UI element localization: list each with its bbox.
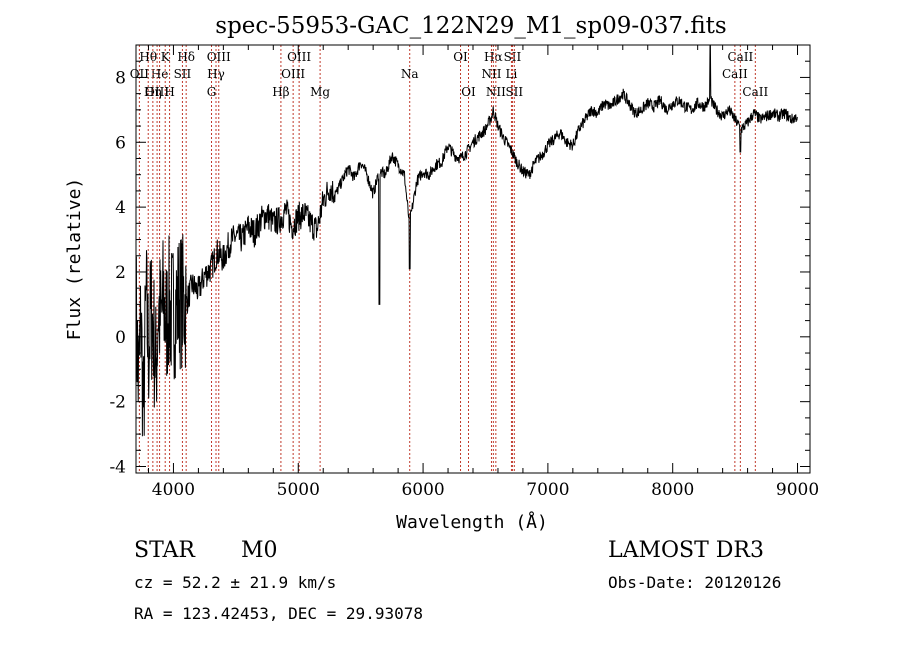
y-tick-label: 2 — [115, 263, 126, 283]
spectral-line-label: OIII — [281, 67, 305, 81]
spectral-line-label: SII — [504, 50, 522, 64]
x-tick-label: 9000 — [776, 480, 819, 500]
coordinates: RA = 123.42453, DEC = 29.93078 — [134, 604, 423, 623]
y-tick-label: 8 — [115, 68, 126, 88]
y-axis-label: Flux (relative) — [64, 178, 85, 341]
y-tick-label: 4 — [115, 198, 126, 218]
x-tick-label: 4000 — [152, 480, 195, 500]
spectral-line-label: Hα — [484, 50, 503, 64]
plot-frame — [135, 44, 811, 474]
spectral-line-label: Li — [506, 67, 518, 81]
spectral-line-label: OIII — [145, 85, 169, 99]
spectral-line-label: K — [161, 50, 171, 64]
chart-title: spec-55953-GAC_122N29_M1_sp09-037.fits — [215, 13, 726, 39]
spectral-line-label: NII — [481, 67, 501, 81]
spectral-line-label: G — [207, 85, 217, 99]
spectral-line-label: Hβ — [272, 85, 289, 99]
spectral-line-label: Hδ — [177, 50, 195, 64]
spectral-line-label: Mg — [310, 85, 330, 99]
spectral-line-label: Na — [401, 67, 419, 81]
x-tick-label: 8000 — [651, 480, 694, 500]
spectral-line-label: CaII — [722, 67, 748, 81]
x-tick-label: 7000 — [526, 480, 569, 500]
spectral-line-label: SII — [174, 67, 192, 81]
spectral-line-label: NII — [486, 85, 506, 99]
spectral-line-label: OIII — [287, 50, 311, 64]
x-axis-label: Wavelength (Å) — [396, 511, 548, 533]
x-tick-label: 6000 — [401, 480, 444, 500]
x-tick-label: 5000 — [277, 480, 320, 500]
spectral-line-label: Hθ — [139, 50, 157, 64]
y-tick-label: 0 — [115, 328, 126, 348]
spectral-line-label: OII — [130, 67, 150, 81]
object-class: STAR — [134, 538, 195, 563]
spectral-line-label: OIII — [207, 50, 231, 64]
spectrum-series-line — [135, 44, 798, 437]
spectral-line-label: CaII — [742, 85, 768, 99]
spectral-line-label: CaII — [727, 50, 753, 64]
y-tick-label: -2 — [109, 393, 126, 413]
spectral-line-label: H — [164, 85, 174, 99]
spectral-line-label: He — [151, 67, 169, 81]
spectral-line-label: Hγ — [207, 67, 225, 81]
spectral-line-label: Hη — [144, 85, 162, 99]
survey-name: LAMOST DR3 — [608, 538, 764, 563]
y-tick-label: 6 — [115, 133, 126, 153]
object-subclass: M0 — [241, 538, 278, 563]
spectral-line-label: OI — [461, 85, 476, 99]
spectral-line-label: SII — [505, 85, 523, 99]
y-tick-label: -4 — [109, 458, 126, 478]
redshift-velocity: cz = 52.2 ± 21.9 km/s — [134, 573, 337, 592]
observation-date: Obs-Date: 20120126 — [608, 573, 782, 592]
spectral-line-label: OI — [453, 50, 468, 64]
